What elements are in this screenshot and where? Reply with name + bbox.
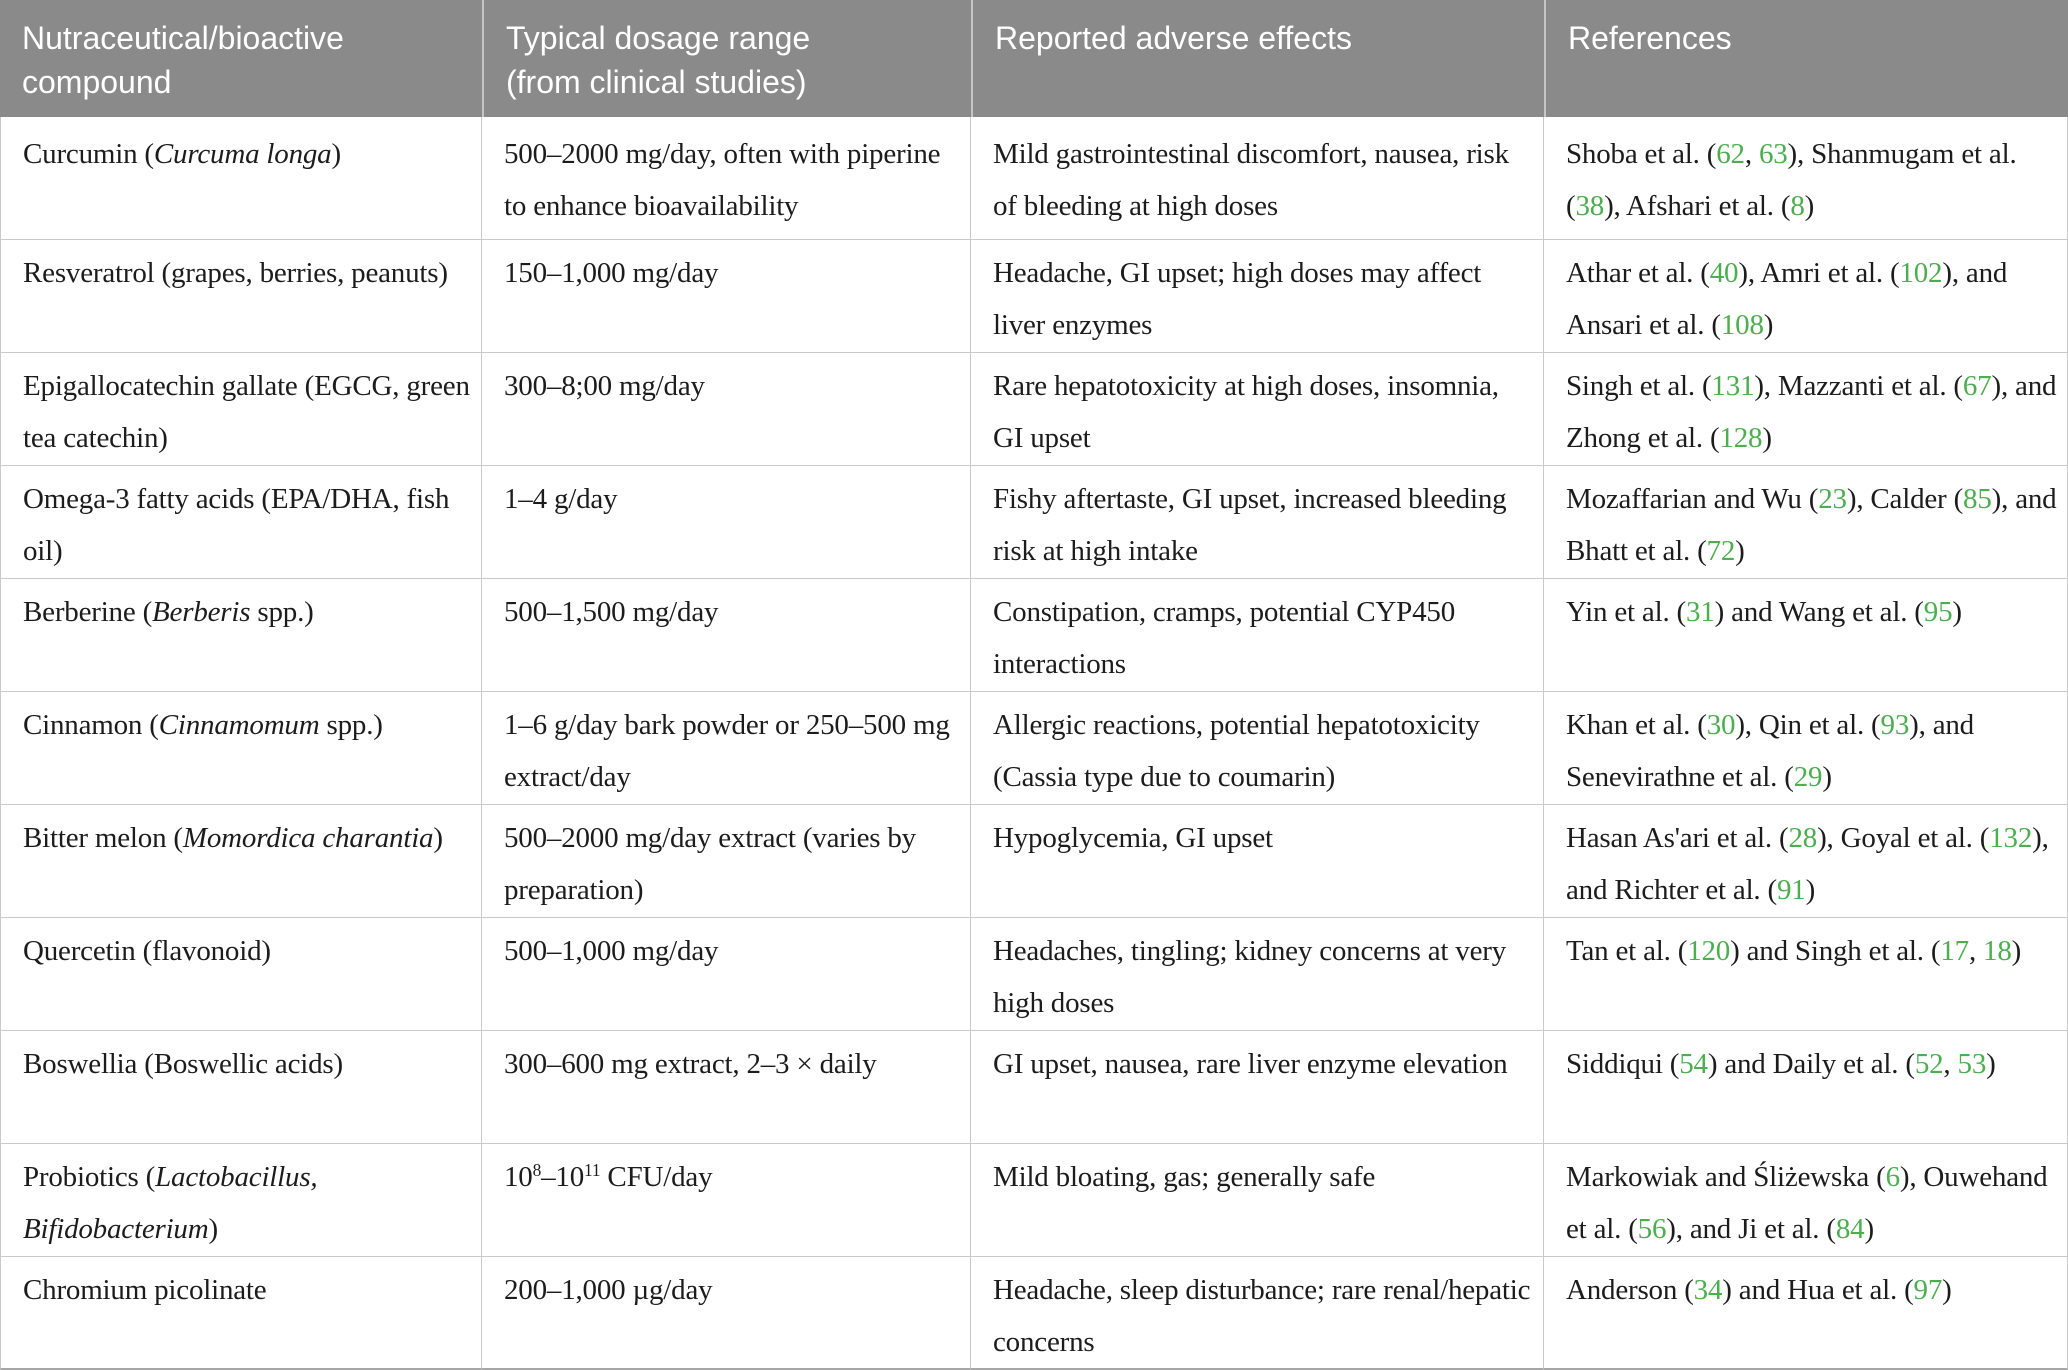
dosage-cell: 300–600 mg extract, 2–3 × daily [482,1031,971,1144]
table-row: Epigallocatechin gallate (EGCG, green te… [0,353,2068,466]
dosage-cell: 500–1,000 mg/day [482,918,971,1031]
column-header-compound: Nutraceutical/bioactive compound [0,0,482,117]
citation-link[interactable]: 132 [1989,822,2033,854]
adverse-effects-cell: GI upset, nausea, rare liver enzyme elev… [971,1031,1544,1144]
dosage-cell: 150–1,000 mg/day [482,240,971,353]
citation-link[interactable]: 85 [1963,483,1992,515]
citation-link[interactable]: 31 [1686,596,1715,628]
citation-link[interactable]: 95 [1923,596,1953,628]
compound-cell: Quercetin (flavonoid) [0,918,482,1031]
citation-link[interactable]: 54 [1679,1048,1708,1080]
table-row: Chromium picolinate 200–1,000 µg/day Hea… [0,1257,2068,1370]
column-header-references: References [1544,0,2068,117]
compound-cell: Chromium picolinate [0,1257,482,1370]
citation-link[interactable]: 30 [1706,709,1736,741]
compound-cell: Bitter melon (Momordica charantia) [0,805,482,918]
adverse-effects-cell: Hypoglycemia, GI upset [971,805,1544,918]
dosage-cell: 500–1,500 mg/day [482,579,971,692]
adverse-effects-cell: Headaches, tingling; kidney concerns at … [971,918,1544,1031]
citation-link[interactable]: 52 [1914,1048,1944,1080]
adverse-effects-cell: Allergic reactions, potential hepatotoxi… [971,692,1544,805]
citation-link[interactable]: 108 [1720,309,1764,341]
adverse-effects-cell: Mild gastrointestinal discomfort, nausea… [971,117,1544,240]
adverse-effects-cell: Headache, sleep disturbance; rare renal/… [971,1257,1544,1370]
table-row: Boswellia (Boswellic acids) 300–600 mg e… [0,1031,2068,1144]
citation-link[interactable]: 18 [1983,935,2012,967]
dosage-cell: 1–6 g/day bark powder or 250–500 mg extr… [482,692,971,805]
citation-link[interactable]: 6 [1885,1161,1901,1193]
dosage-cell: 200–1,000 µg/day [482,1257,971,1370]
references-cell: Athar et al. (40), Amri et al. (102), an… [1544,240,2068,353]
citation-link[interactable]: 72 [1706,535,1736,567]
citation-link[interactable]: 131 [1711,370,1755,402]
compound-cell: Resveratrol (grapes, berries, peanuts) [0,240,482,353]
citation-link[interactable]: 84 [1835,1213,1865,1245]
references-cell: Khan et al. (30), Qin et al. (93), and S… [1544,692,2068,805]
citation-link[interactable]: 23 [1818,483,1847,515]
table-row: Curcumin (Curcuma longa) 500–2000 mg/day… [0,117,2068,240]
citation-link[interactable]: 62 [1716,138,1745,170]
references-cell: Siddiqui (54) and Daily et al. (52, 53) [1544,1031,2068,1144]
compound-cell: Omega-3 fatty acids (EPA/DHA, fish oil) [0,466,482,579]
dosage-cell: 108–1011 CFU/day [482,1144,971,1257]
references-cell: Yin et al. (31) and Wang et al. (95) [1544,579,2068,692]
adverse-effects-cell: Mild bloating, gas; generally safe [971,1144,1544,1257]
references-cell: Shoba et al. (62, 63), Shanmugam et al. … [1544,117,2068,240]
table-row: Bitter melon (Momordica charantia) 500–2… [0,805,2068,918]
references-cell: Tan et al. (120) and Singh et al. (17, 1… [1544,918,2068,1031]
column-header-adverse-effects: Reported adverse effects [971,0,1544,117]
compound-cell: Epigallocatechin gallate (EGCG, green te… [0,353,482,466]
citation-link[interactable]: 56 [1637,1213,1667,1245]
citation-link[interactable]: 63 [1758,138,1788,170]
table-row: Probiotics (Lactobacillus, Bifidobacteri… [0,1144,2068,1257]
references-cell: Markowiak and Śliżewska (6), Ouwehand et… [1544,1144,2068,1257]
table-row: Cinnamon (Cinnamomum spp.) 1–6 g/day bar… [0,692,2068,805]
compound-cell: Probiotics (Lactobacillus, Bifidobacteri… [0,1144,482,1257]
dosage-cell: 1–4 g/day [482,466,971,579]
dosage-cell: 500–2000 mg/day extract (varies by prepa… [482,805,971,918]
dosage-cell: 500–2000 mg/day, often with piperine to … [482,117,971,240]
compound-cell: Boswellia (Boswellic acids) [0,1031,482,1144]
compound-cell: Berberine (Berberis spp.) [0,579,482,692]
citation-link[interactable]: 102 [1899,257,1943,289]
citation-link[interactable]: 128 [1719,422,1763,454]
references-cell: Singh et al. (131), Mazzanti et al. (67)… [1544,353,2068,466]
citation-link[interactable]: 120 [1687,935,1731,967]
citation-link[interactable]: 40 [1709,257,1739,289]
adverse-effects-cell: Headache, GI upset; high doses may affec… [971,240,1544,353]
references-cell: Mozaffarian and Wu (23), Calder (85), an… [1544,466,2068,579]
references-cell: Hasan As'ari et al. (28), Goyal et al. (… [1544,805,2068,918]
citation-link[interactable]: 67 [1962,370,1992,402]
citation-link[interactable]: 8 [1790,190,1805,222]
table-row: Resveratrol (grapes, berries, peanuts) 1… [0,240,2068,353]
citation-link[interactable]: 93 [1880,709,1910,741]
table-row: Berberine (Berberis spp.) 500–1,500 mg/d… [0,579,2068,692]
table-row: Quercetin (flavonoid) 500–1,000 mg/day H… [0,918,2068,1031]
table-row: Omega-3 fatty acids (EPA/DHA, fish oil) … [0,466,2068,579]
citation-link[interactable]: 53 [1957,1048,1987,1080]
compound-cell: Cinnamon (Cinnamomum spp.) [0,692,482,805]
table-header: Nutraceutical/bioactive compound Typical… [0,0,2068,117]
table-body: Curcumin (Curcuma longa) 500–2000 mg/day… [0,117,2068,1370]
citation-link[interactable]: 97 [1913,1274,1943,1306]
adverse-effects-cell: Constipation, cramps, potential CYP450 i… [971,579,1544,692]
adverse-effects-cell: Fishy aftertaste, GI upset, increased bl… [971,466,1544,579]
citation-link[interactable]: 34 [1693,1274,1723,1306]
adverse-effects-cell: Rare hepatotoxicity at high doses, insom… [971,353,1544,466]
citation-link[interactable]: 29 [1793,761,1823,793]
citation-link[interactable]: 28 [1788,822,1818,854]
header-row: Nutraceutical/bioactive compound Typical… [0,0,2068,117]
citation-link[interactable]: 17 [1940,935,1969,967]
citation-link[interactable]: 38 [1575,190,1605,222]
compound-cell: Curcumin (Curcuma longa) [0,117,482,240]
column-header-dosage: Typical dosage range (from clinical stud… [482,0,971,117]
dosage-cell: 300–8;00 mg/day [482,353,971,466]
references-cell: Anderson (34) and Hua et al. (97) [1544,1257,2068,1370]
citation-link[interactable]: 91 [1777,874,1806,906]
